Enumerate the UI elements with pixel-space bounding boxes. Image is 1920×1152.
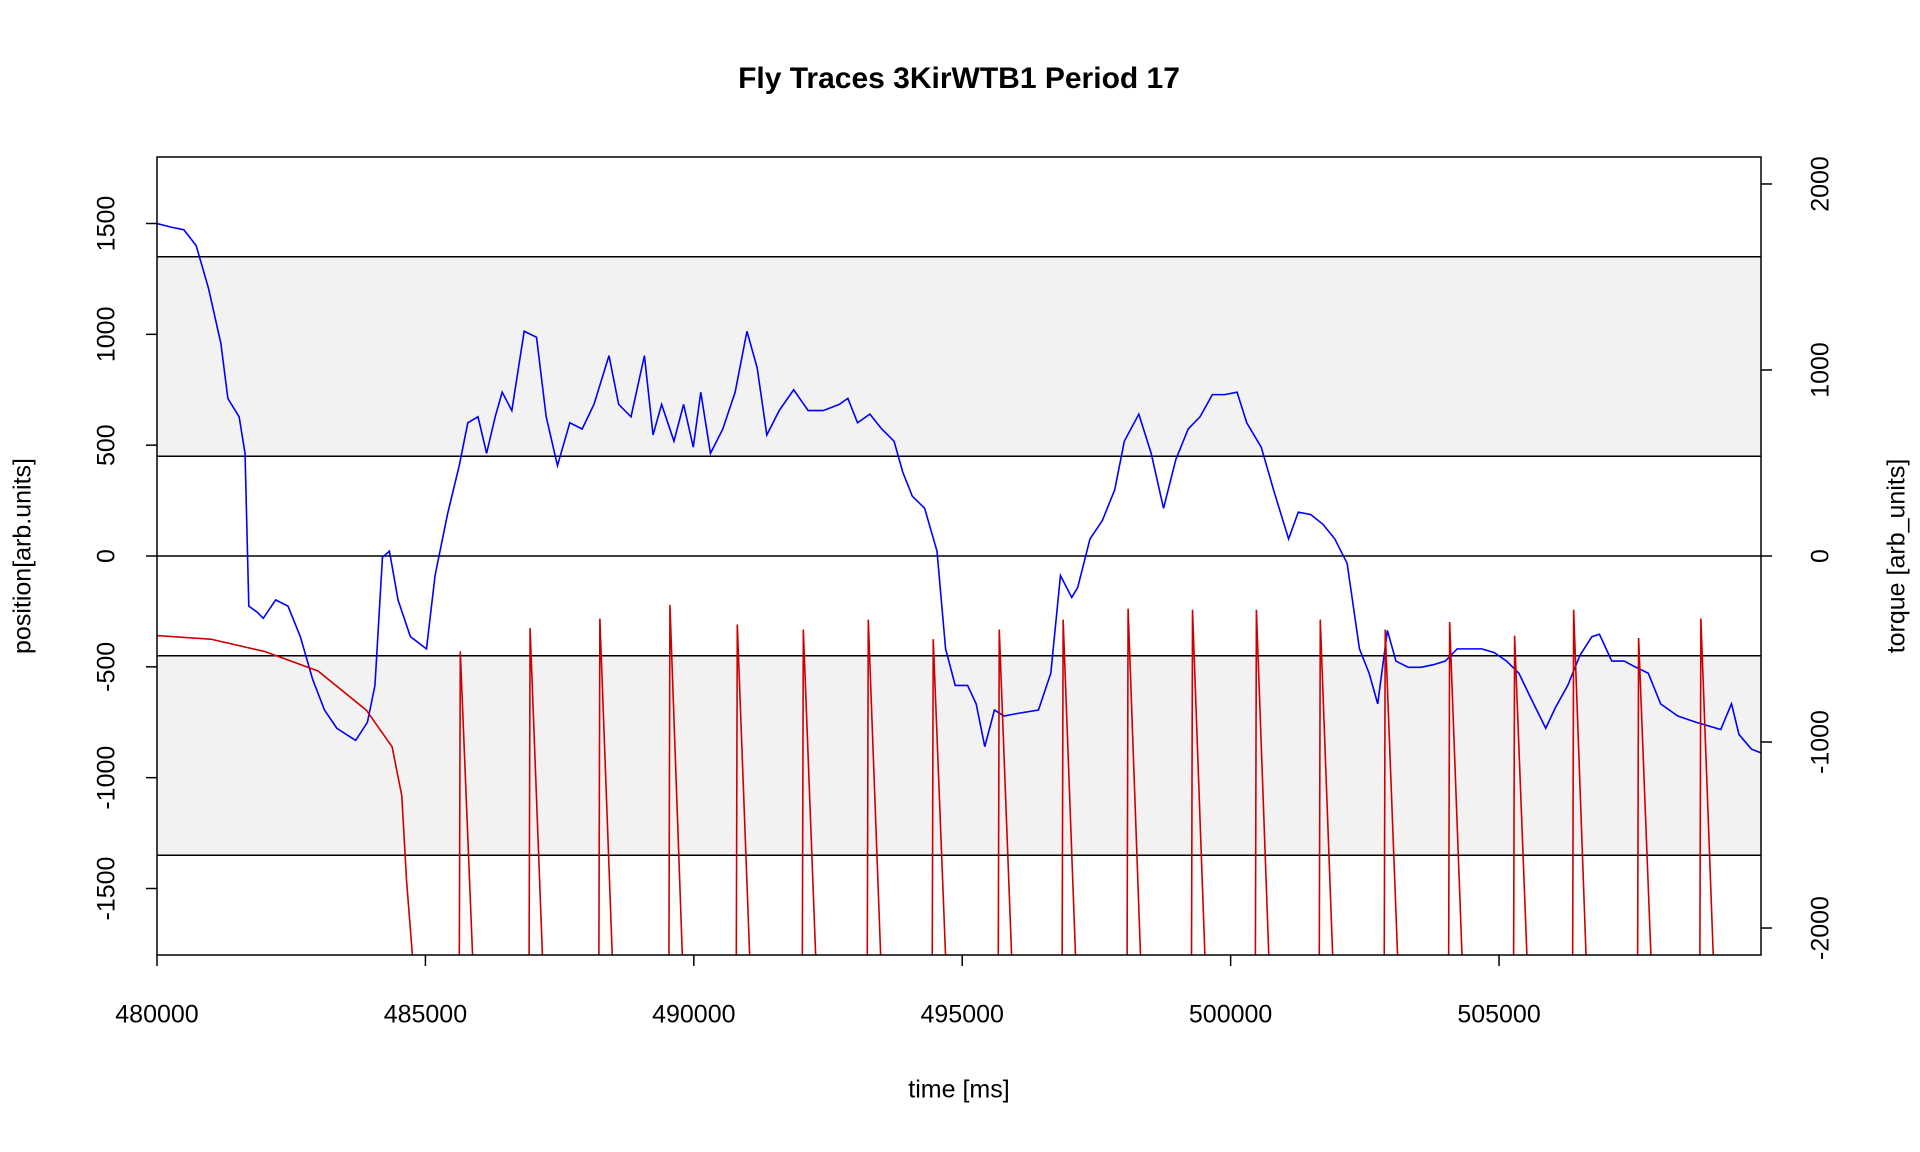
y-tick-label: 500 xyxy=(93,424,121,466)
y-tick-label: -1500 xyxy=(93,857,121,921)
x-tick-label: 485000 xyxy=(384,1001,467,1029)
y-tick-label: -1000 xyxy=(93,746,121,810)
y2-tick-label: 2000 xyxy=(1807,156,1835,212)
y-tick-label: 1000 xyxy=(93,307,121,363)
chart-title: Fly Traces 3KirWTB1 Period 17 xyxy=(738,62,1180,95)
x-tick-label: 480000 xyxy=(115,1001,198,1029)
x-tick-label: 505000 xyxy=(1457,1001,1540,1029)
series-line xyxy=(157,604,1715,955)
y2-tick-label: 0 xyxy=(1807,549,1835,563)
plot-area xyxy=(157,222,1761,955)
y-tick-label: 0 xyxy=(93,549,121,563)
band xyxy=(157,655,1761,856)
band xyxy=(157,256,1761,457)
y-tick-label: -500 xyxy=(93,642,121,692)
y-axis-label: position[arb.units] xyxy=(9,458,37,654)
y2-tick-label: -2000 xyxy=(1807,896,1835,960)
y2-tick-label: 1000 xyxy=(1807,342,1835,398)
y-tick-label: 1500 xyxy=(93,196,121,252)
y2-axis-label: torque [arb_units] xyxy=(1883,459,1911,654)
x-axis-label: time [ms] xyxy=(908,1076,1009,1104)
x-tick-label: 495000 xyxy=(921,1001,1004,1029)
series-line xyxy=(157,222,1761,754)
x-tick-label: 500000 xyxy=(1189,1001,1272,1029)
y2-tick-label: -1000 xyxy=(1807,710,1835,774)
x-tick-label: 490000 xyxy=(652,1001,735,1029)
